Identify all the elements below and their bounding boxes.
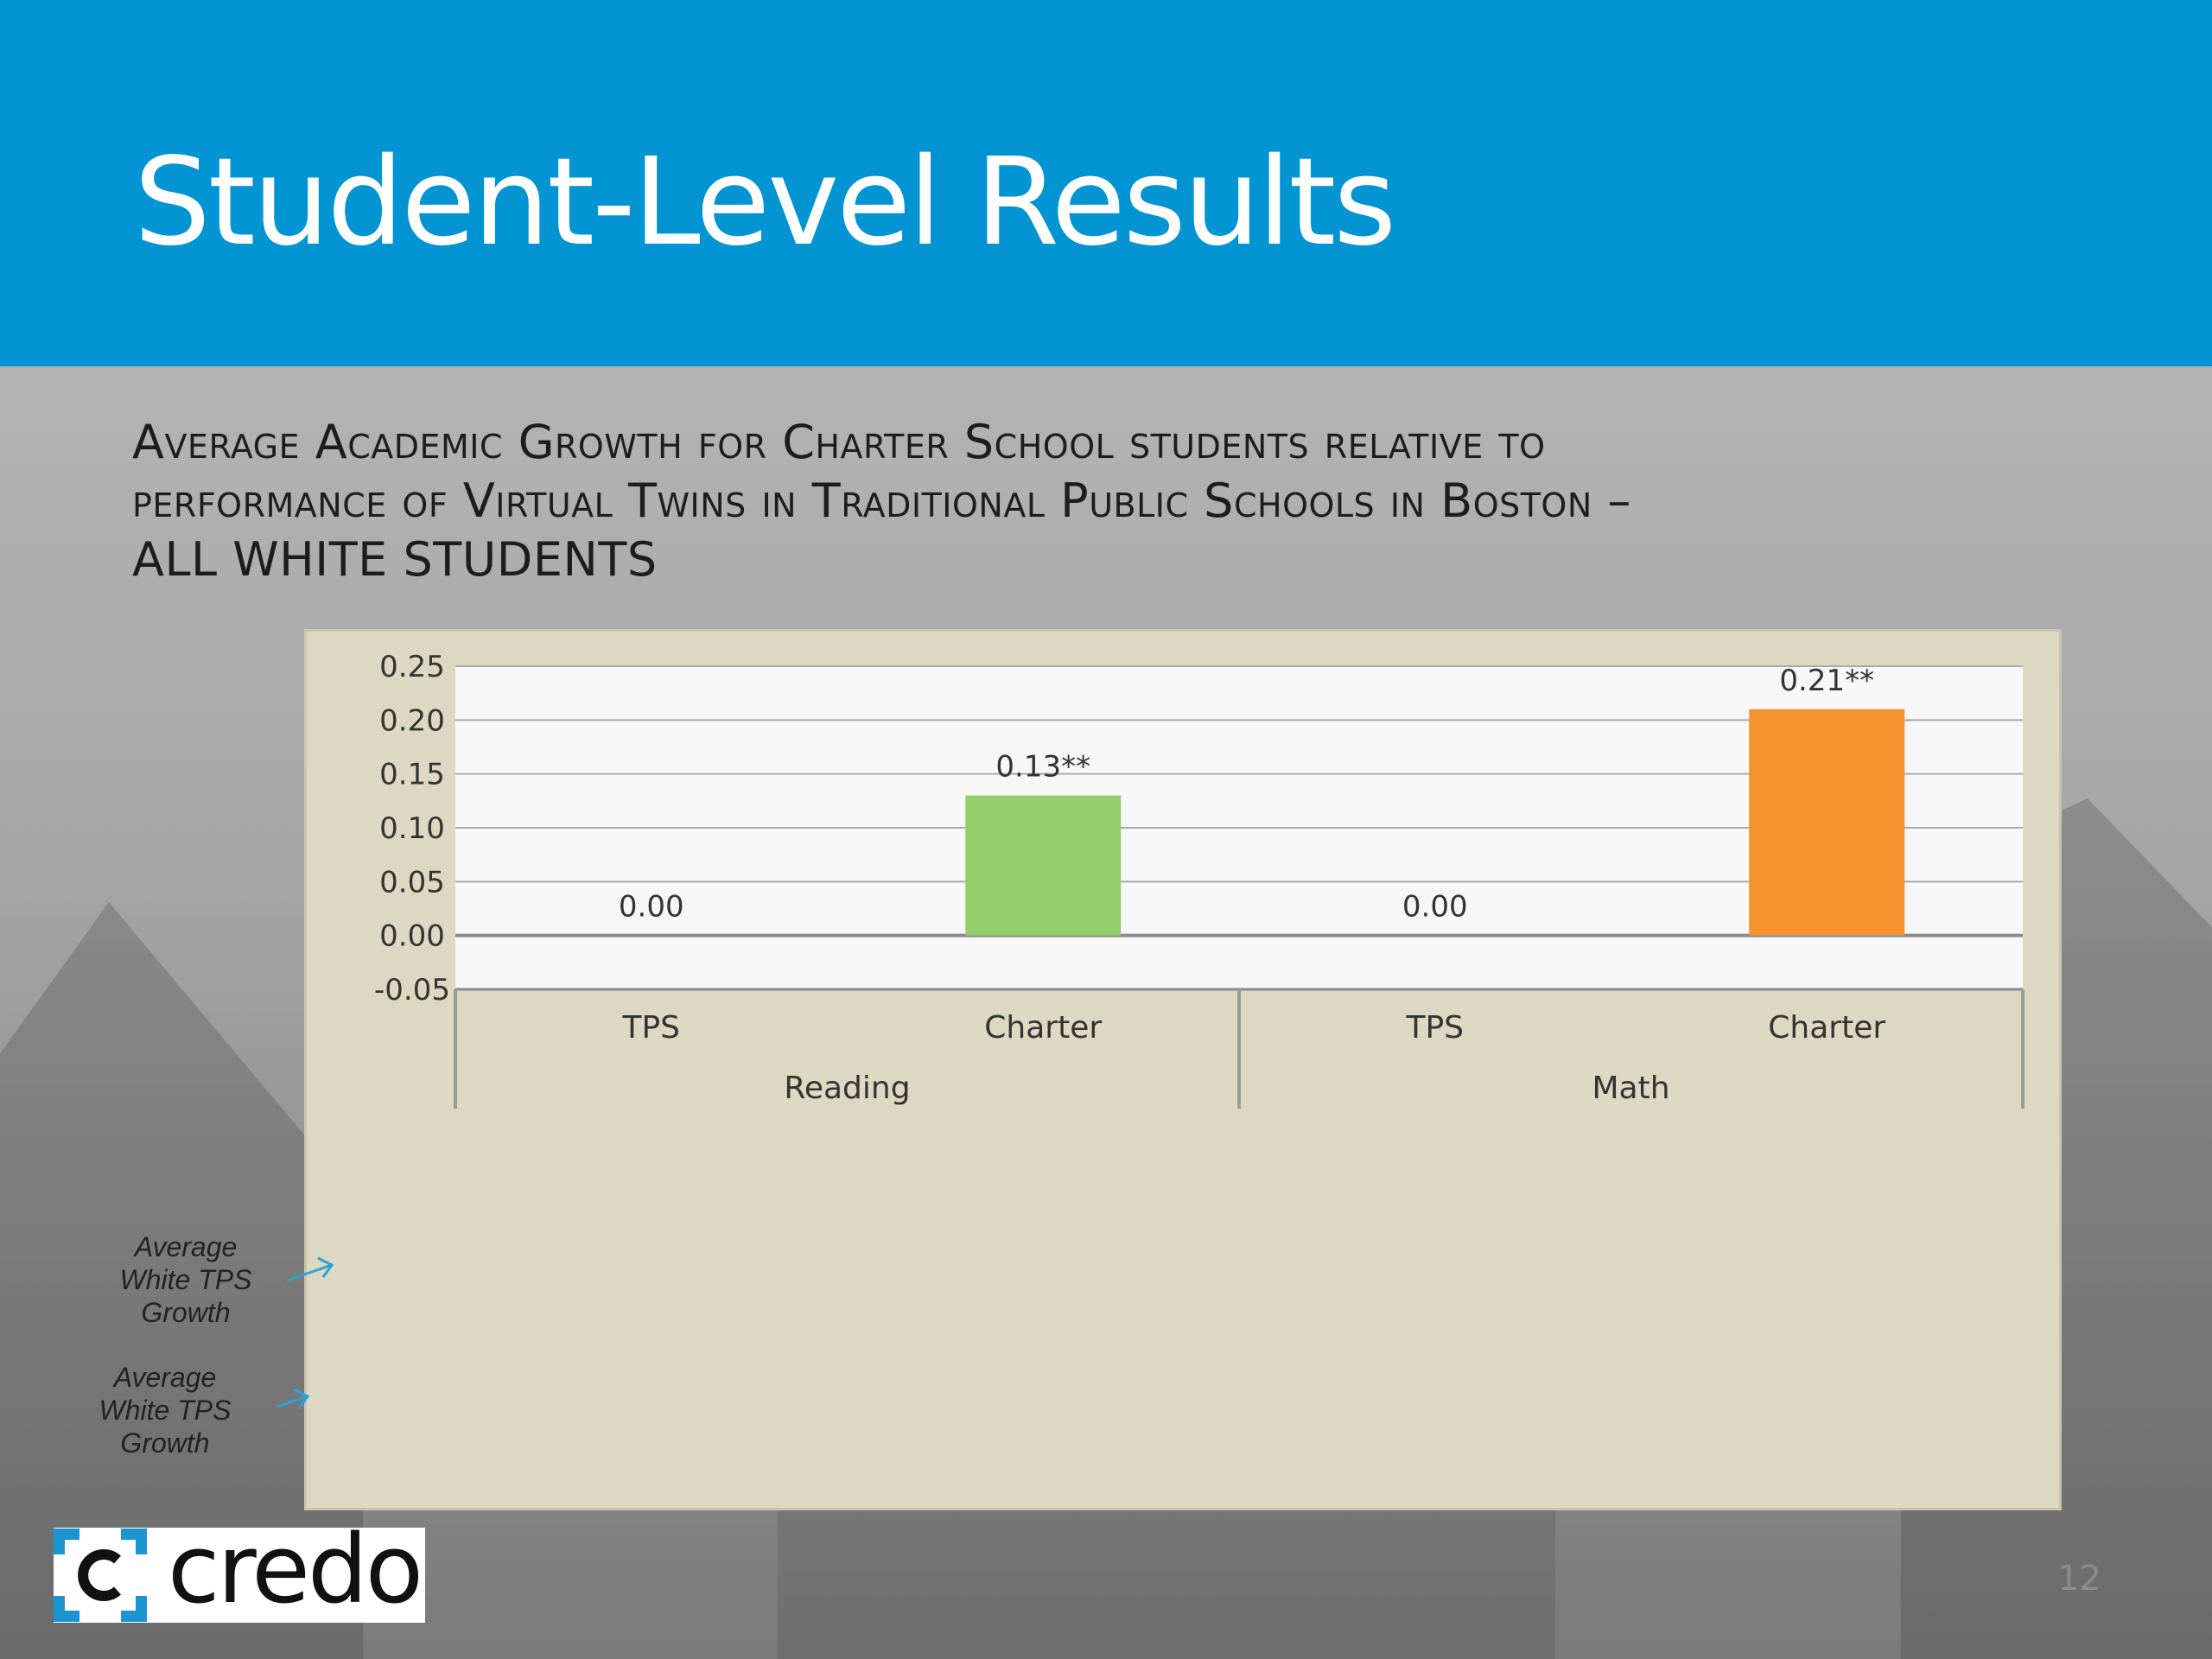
group-label-reading: Reading	[784, 1071, 910, 1106]
x-tick-label: Charter	[984, 1010, 1102, 1046]
arrow-icon	[276, 1388, 310, 1409]
chart-frame: 0.25 0.20 0.15 0.10 0.05 0.00 -0.05 0.00 0.13** 0…	[304, 629, 2062, 1510]
page-number: 12	[2057, 1559, 2101, 1599]
x-tick-label: Charter	[1768, 1010, 1885, 1046]
group-label-math: Math	[1592, 1071, 1669, 1106]
bar-chart: 0.25 0.20 0.15 0.10 0.05 0.00 -0.05 0.00 0.13** 0…	[374, 650, 2024, 1109]
x-tick-label: TPS	[1405, 1010, 1464, 1046]
data-label: 0.13**	[995, 750, 1090, 785]
y-tick-label: 0.20	[379, 703, 445, 738]
annotation-average-white-tps-growth-1: Average White TPS Growth	[119, 1231, 252, 1328]
y-tick-label: 0.00	[379, 919, 445, 954]
title-banner: Student-Level Results	[0, 0, 2212, 366]
data-label: 0.00	[619, 890, 684, 925]
slide-subtitle: Average Academic Growth for Charter Scho…	[132, 413, 2102, 589]
x-tick-label: TPS	[621, 1010, 680, 1046]
subtitle-line-1: Average Academic Growth for Charter Scho…	[132, 415, 1546, 469]
annotation-arrows	[276, 1256, 334, 1409]
credo-logo: credo	[53, 1522, 425, 1623]
y-tick-label: -0.05	[374, 973, 450, 1007]
bar-charter-3	[1749, 709, 1905, 936]
subtitle-line-2: performance of Virtual Twins in Traditio…	[132, 474, 1631, 528]
data-label: 0.21**	[1779, 664, 1874, 698]
y-tick-label: 0.10	[379, 811, 445, 846]
subtitle-line-3: ALL WHITE STUDENTS	[132, 532, 658, 587]
y-tick-label: 0.25	[379, 650, 445, 684]
y-tick-label: 0.05	[379, 865, 445, 899]
slide-title: Student-Level Results	[134, 132, 1396, 273]
data-label: 0.00	[1402, 890, 1468, 925]
credo-logo-text: credo	[168, 1514, 423, 1624]
arrow-icon	[286, 1256, 334, 1282]
credo-logo-mark-icon	[53, 1528, 148, 1623]
y-tick-label: 0.15	[379, 758, 445, 792]
annotation-average-white-tps-growth-2: Average White TPS Growth	[99, 1362, 232, 1459]
bar-charter-1	[965, 795, 1122, 936]
